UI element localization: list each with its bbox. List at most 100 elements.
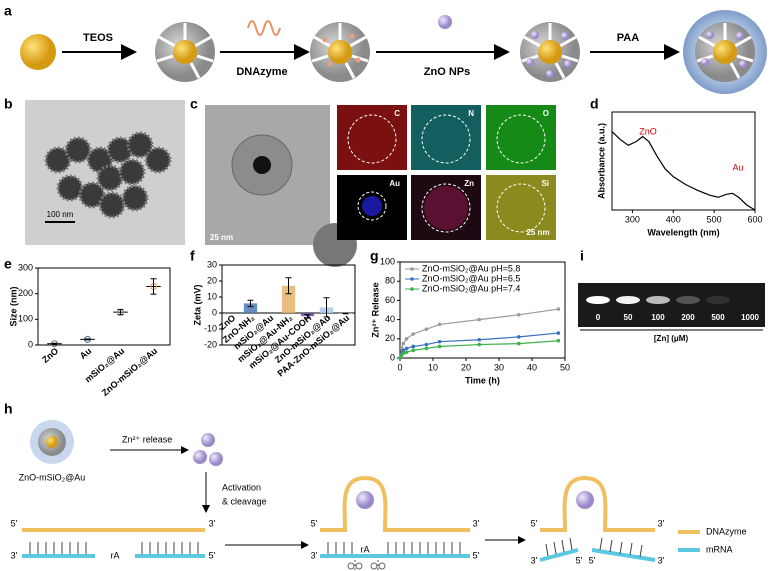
data-line bbox=[611, 131, 756, 211]
data-point bbox=[424, 327, 429, 332]
plot-frame bbox=[611, 111, 756, 211]
strand-end: 5' bbox=[576, 555, 583, 565]
y-tick-label: -20 bbox=[204, 339, 217, 349]
error-bar bbox=[117, 309, 124, 316]
y-axis-label: Zeta (mV) bbox=[192, 284, 202, 325]
legend-label: ZnO-mSiO₂@Au pH=7.4 bbox=[422, 283, 520, 293]
strand-end: 3' bbox=[311, 550, 318, 560]
bar bbox=[281, 285, 296, 313]
tem-c: 25 nm C N O Au Zn Si 25 nm bbox=[205, 105, 556, 267]
panel-label: i bbox=[580, 248, 584, 264]
y-tick-label: 10 bbox=[207, 291, 217, 301]
particle-label: ZnO-mSiO₂@Au bbox=[19, 472, 86, 482]
panel-label: e bbox=[4, 256, 12, 272]
error-bar bbox=[285, 277, 292, 295]
map-label: C bbox=[394, 109, 400, 118]
error-bar bbox=[84, 338, 91, 341]
y-axis-label: Size (nm) bbox=[8, 286, 18, 326]
data-point bbox=[404, 350, 409, 355]
data-point bbox=[398, 356, 402, 360]
error-bar bbox=[51, 342, 58, 345]
x-tick-label: 0 bbox=[397, 362, 402, 372]
error-bar bbox=[150, 278, 157, 295]
strand-end: 3' bbox=[531, 555, 538, 565]
panel-label: f bbox=[190, 248, 195, 264]
plot-frame bbox=[221, 264, 356, 346]
x-axis-label: Time (h) bbox=[465, 375, 500, 385]
mean-dot bbox=[84, 335, 91, 343]
x-tick-label: 300 bbox=[625, 214, 640, 224]
plot-frame bbox=[37, 267, 171, 346]
y-tick-label: 200 bbox=[18, 288, 33, 298]
step-label: TEOS bbox=[83, 32, 113, 44]
data-point bbox=[556, 307, 561, 311]
step-label: ZnO NPs bbox=[424, 66, 470, 78]
y-tick-label: 30 bbox=[207, 259, 217, 269]
plot-frame bbox=[399, 261, 566, 359]
x-tick-label: 30 bbox=[494, 362, 504, 372]
y-axis-label: Absorbance (a.u.) bbox=[596, 123, 606, 199]
data-point bbox=[437, 322, 442, 327]
y-tick-label: 40 bbox=[385, 314, 395, 324]
panel-labels: a b c d e f g h i bbox=[4, 3, 599, 417]
x-tick-label: 40 bbox=[527, 362, 537, 372]
activation-label: & cleavage bbox=[222, 496, 267, 506]
data-point bbox=[556, 331, 561, 335]
data-point bbox=[411, 332, 416, 336]
y-tick-label: 60 bbox=[385, 295, 395, 305]
panel-label: c bbox=[190, 96, 198, 112]
error-bar bbox=[247, 299, 254, 308]
bar bbox=[243, 303, 258, 313]
legend-label: mRNA bbox=[706, 544, 733, 554]
lane-label: 50 bbox=[624, 313, 633, 322]
lane-label: 100 bbox=[651, 313, 665, 322]
data-point bbox=[477, 342, 482, 347]
strand-end: 3' bbox=[658, 518, 665, 528]
lane-label: 200 bbox=[681, 313, 695, 322]
step-label: PAA bbox=[617, 32, 639, 44]
panel-label: h bbox=[4, 401, 13, 417]
scale-label: 25 nm bbox=[210, 233, 233, 242]
x-axis-label: Wavelength (nm) bbox=[647, 227, 719, 237]
error-bar bbox=[323, 297, 330, 318]
panel-label: d bbox=[590, 96, 599, 112]
legend-marker bbox=[410, 277, 414, 281]
data-point bbox=[517, 313, 521, 317]
x-tick-label: 600 bbox=[747, 214, 762, 224]
lane-label: 500 bbox=[711, 313, 725, 322]
error-bar bbox=[342, 312, 349, 315]
y-tick-label: -10 bbox=[204, 323, 217, 333]
map-label: Zn bbox=[464, 179, 474, 188]
data-point bbox=[517, 341, 521, 346]
data-point bbox=[401, 341, 406, 346]
strand-end: 5' bbox=[311, 518, 318, 528]
legend-label: DNAzyme bbox=[706, 526, 747, 536]
data-point bbox=[411, 348, 416, 353]
strand-end: 5' bbox=[589, 555, 596, 565]
legend-marker bbox=[410, 287, 414, 291]
strand-end: 3' bbox=[658, 555, 665, 565]
annotation: Au bbox=[732, 162, 743, 172]
panel-label: g bbox=[370, 248, 379, 264]
legend-label: ZnO-mSiO₂@Au pH=5.8 bbox=[422, 263, 520, 273]
scale-label: 100 nm bbox=[47, 210, 74, 219]
data-point bbox=[477, 337, 482, 342]
release-label: Zn²⁺ release bbox=[122, 434, 172, 444]
mean-dot bbox=[51, 340, 58, 348]
y-axis-label: Zn²⁺ Release bbox=[370, 282, 380, 337]
x-tick-label: 20 bbox=[461, 362, 471, 372]
y-tick-label: 100 bbox=[380, 256, 395, 266]
y-tick-label: 100 bbox=[18, 314, 33, 324]
x-tick-label: 50 bbox=[560, 362, 570, 372]
data-point bbox=[424, 342, 429, 347]
y-tick-label: 300 bbox=[18, 262, 33, 272]
data-point bbox=[437, 344, 442, 349]
scheme: TEOS DNAzyme ZnO NPs PAA bbox=[20, 10, 767, 94]
x-tick-label: 500 bbox=[707, 214, 722, 224]
strand-end: 5' bbox=[531, 518, 538, 528]
map-label: Au bbox=[389, 179, 400, 188]
map-label: O bbox=[543, 109, 549, 118]
cleavage-site: rA bbox=[111, 550, 120, 560]
strand-end: 3' bbox=[473, 518, 480, 528]
